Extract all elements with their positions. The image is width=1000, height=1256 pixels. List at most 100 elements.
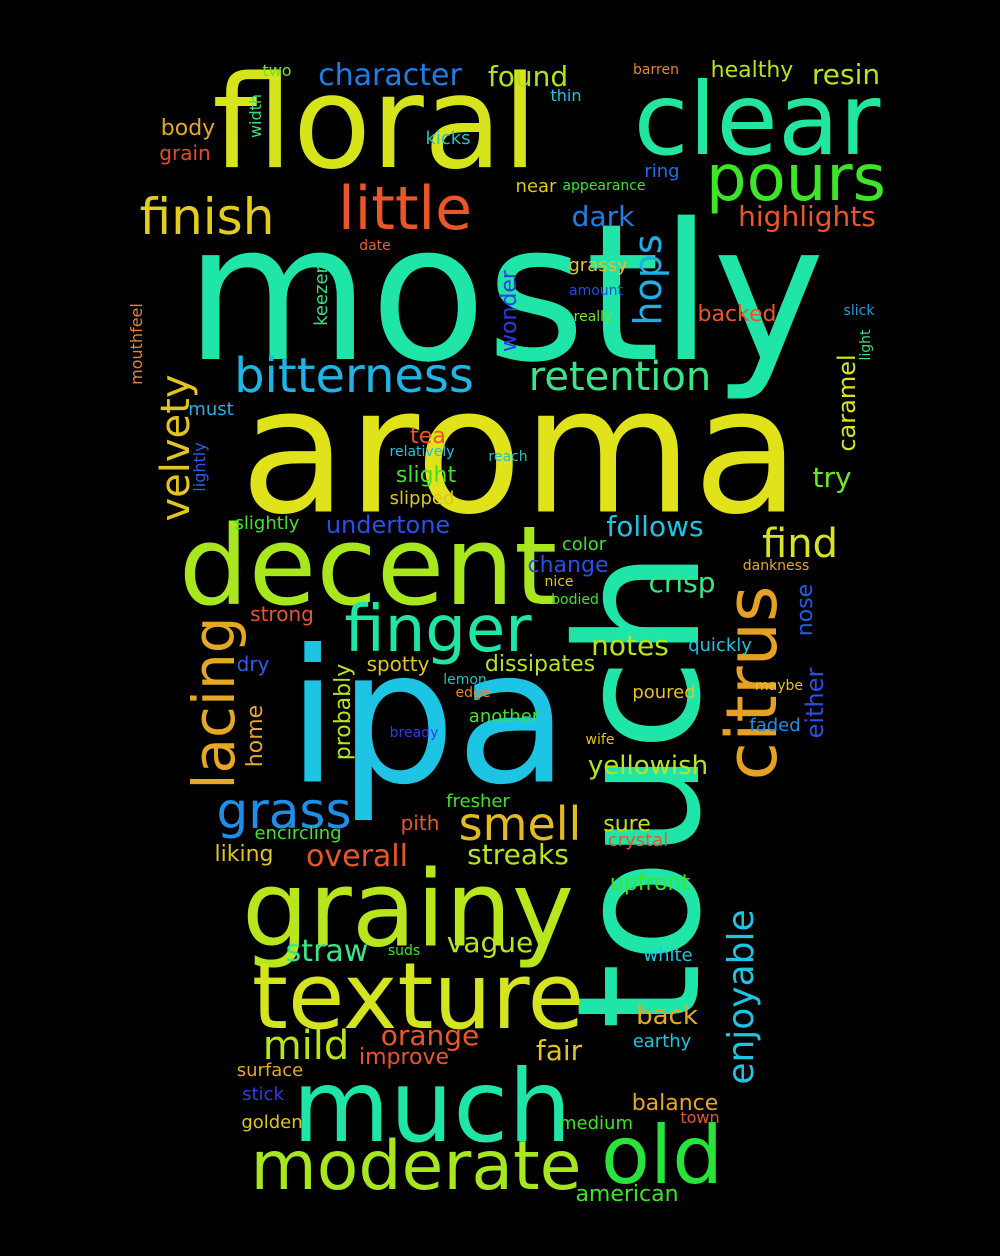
- cloud-word: bready: [389, 725, 439, 741]
- cloud-word: white: [643, 945, 693, 966]
- cloud-word: straw: [285, 934, 369, 969]
- cloud-word: grainy: [241, 848, 575, 971]
- cloud-word: ipa: [286, 609, 570, 826]
- cloud-word: encircling: [254, 823, 342, 844]
- cloud-word: mild: [262, 1023, 350, 1069]
- cloud-word: finish: [139, 188, 275, 246]
- cloud-word: dark: [571, 200, 635, 233]
- cloud-word: smell: [458, 797, 582, 851]
- cloud-word: decent: [178, 502, 558, 630]
- cloud-word: lightly: [190, 442, 209, 492]
- cloud-word: barren: [633, 62, 679, 78]
- cloud-word: slight: [395, 463, 457, 488]
- cloud-word: two: [262, 61, 292, 80]
- cloud-word: mouthfeel: [127, 303, 146, 385]
- cloud-word: nice: [544, 574, 574, 590]
- cloud-word: moderate: [250, 1127, 582, 1206]
- cloud-word: probably: [331, 663, 356, 761]
- cloud-word: hops: [626, 234, 670, 326]
- cloud-word: surface: [236, 1060, 304, 1081]
- cloud-word: liking: [214, 842, 274, 867]
- cloud-word: ring: [644, 161, 680, 182]
- cloud-word: dry: [236, 652, 270, 676]
- cloud-word: change: [527, 553, 609, 578]
- cloud-word: balance: [631, 1091, 719, 1116]
- cloud-word: slipped: [389, 488, 455, 509]
- cloud-word: american: [575, 1182, 679, 1207]
- cloud-word: floral: [212, 49, 538, 198]
- cloud-word: highlights: [738, 200, 876, 233]
- cloud-word: home: [243, 704, 268, 768]
- cloud-word: another: [468, 706, 540, 727]
- cloud-word: find: [762, 521, 838, 567]
- cloud-word: enjoyable: [721, 909, 762, 1085]
- cloud-word: date: [359, 238, 391, 254]
- cloud-word: keezer: [311, 266, 332, 326]
- cloud-word: crystal: [607, 830, 669, 851]
- cloud-word: width: [246, 93, 265, 139]
- cloud-word: old: [601, 1109, 723, 1202]
- cloud-word: must: [188, 399, 234, 420]
- cloud-word: follows: [606, 510, 704, 543]
- cloud-word: overall: [306, 839, 408, 874]
- cloud-word: caramel: [833, 354, 861, 452]
- cloud-word: relatively: [389, 444, 455, 460]
- cloud-word: little: [338, 174, 472, 244]
- cloud-word: faded: [749, 715, 801, 736]
- cloud-word: undertone: [325, 511, 451, 539]
- cloud-word: poured: [632, 682, 696, 703]
- cloud-word: dankness: [742, 558, 810, 574]
- cloud-word: orange: [380, 1019, 480, 1052]
- cloud-word: bitterness: [234, 348, 474, 404]
- cloud-word: grass: [216, 782, 352, 840]
- cloud-word: backed: [697, 302, 777, 327]
- cloud-word: streaks: [467, 838, 569, 871]
- cloud-word: light: [858, 329, 874, 361]
- cloud-word: yellowish: [587, 751, 709, 781]
- cloud-word: pours: [706, 142, 886, 216]
- cloud-word: grain: [159, 141, 211, 165]
- cloud-word: tea: [410, 424, 446, 449]
- cloud-word: back: [636, 1001, 698, 1031]
- cloud-word: clear: [633, 61, 881, 178]
- cloud-word: golden: [241, 1112, 303, 1133]
- cloud-word: nose: [793, 583, 818, 637]
- cloud-word: texture: [251, 943, 585, 1050]
- cloud-word: stick: [242, 1084, 284, 1105]
- cloud-word: found: [487, 60, 569, 93]
- cloud-word: slick: [843, 303, 875, 319]
- cloud-word: upfront: [609, 871, 691, 896]
- cloud-word: kicks: [425, 128, 471, 149]
- cloud-word: lacing: [180, 616, 248, 790]
- cloud-word: body: [160, 116, 216, 141]
- cloud-word: aroma: [239, 350, 801, 554]
- cloud-word: color: [561, 534, 607, 555]
- cloud-word: amount: [568, 283, 624, 299]
- cloud-word: sure: [603, 812, 651, 837]
- cloud-word: lemon: [443, 672, 487, 688]
- cloud-word: wife: [585, 732, 615, 748]
- cloud-word: retention: [528, 354, 712, 400]
- cloud-word: grassy: [568, 255, 628, 276]
- cloud-word: earthy: [632, 1031, 692, 1052]
- cloud-word: near: [515, 176, 557, 197]
- cloud-word: crisp: [648, 566, 716, 599]
- cloud-word: fresher: [446, 791, 510, 812]
- cloud-word: pith: [400, 811, 440, 835]
- cloud-word: character: [318, 58, 462, 93]
- cloud-word: resin: [811, 58, 881, 91]
- cloud-word: finger: [344, 593, 532, 667]
- cloud-word: much: [292, 1048, 572, 1165]
- cloud-word: dissipates: [484, 652, 596, 677]
- cloud-word: thin: [550, 86, 582, 105]
- cloud-word: vague: [446, 926, 534, 959]
- cloud-word: maybe: [754, 678, 804, 694]
- cloud-word: quickly: [688, 635, 752, 656]
- cloud-word: strong: [250, 602, 314, 626]
- cloud-word: wonder: [497, 270, 522, 352]
- cloud-word: healthy: [710, 58, 794, 83]
- cloud-word: notes: [591, 629, 669, 662]
- cloud-word: medium: [559, 1113, 633, 1134]
- cloud-word: appearance: [562, 178, 646, 194]
